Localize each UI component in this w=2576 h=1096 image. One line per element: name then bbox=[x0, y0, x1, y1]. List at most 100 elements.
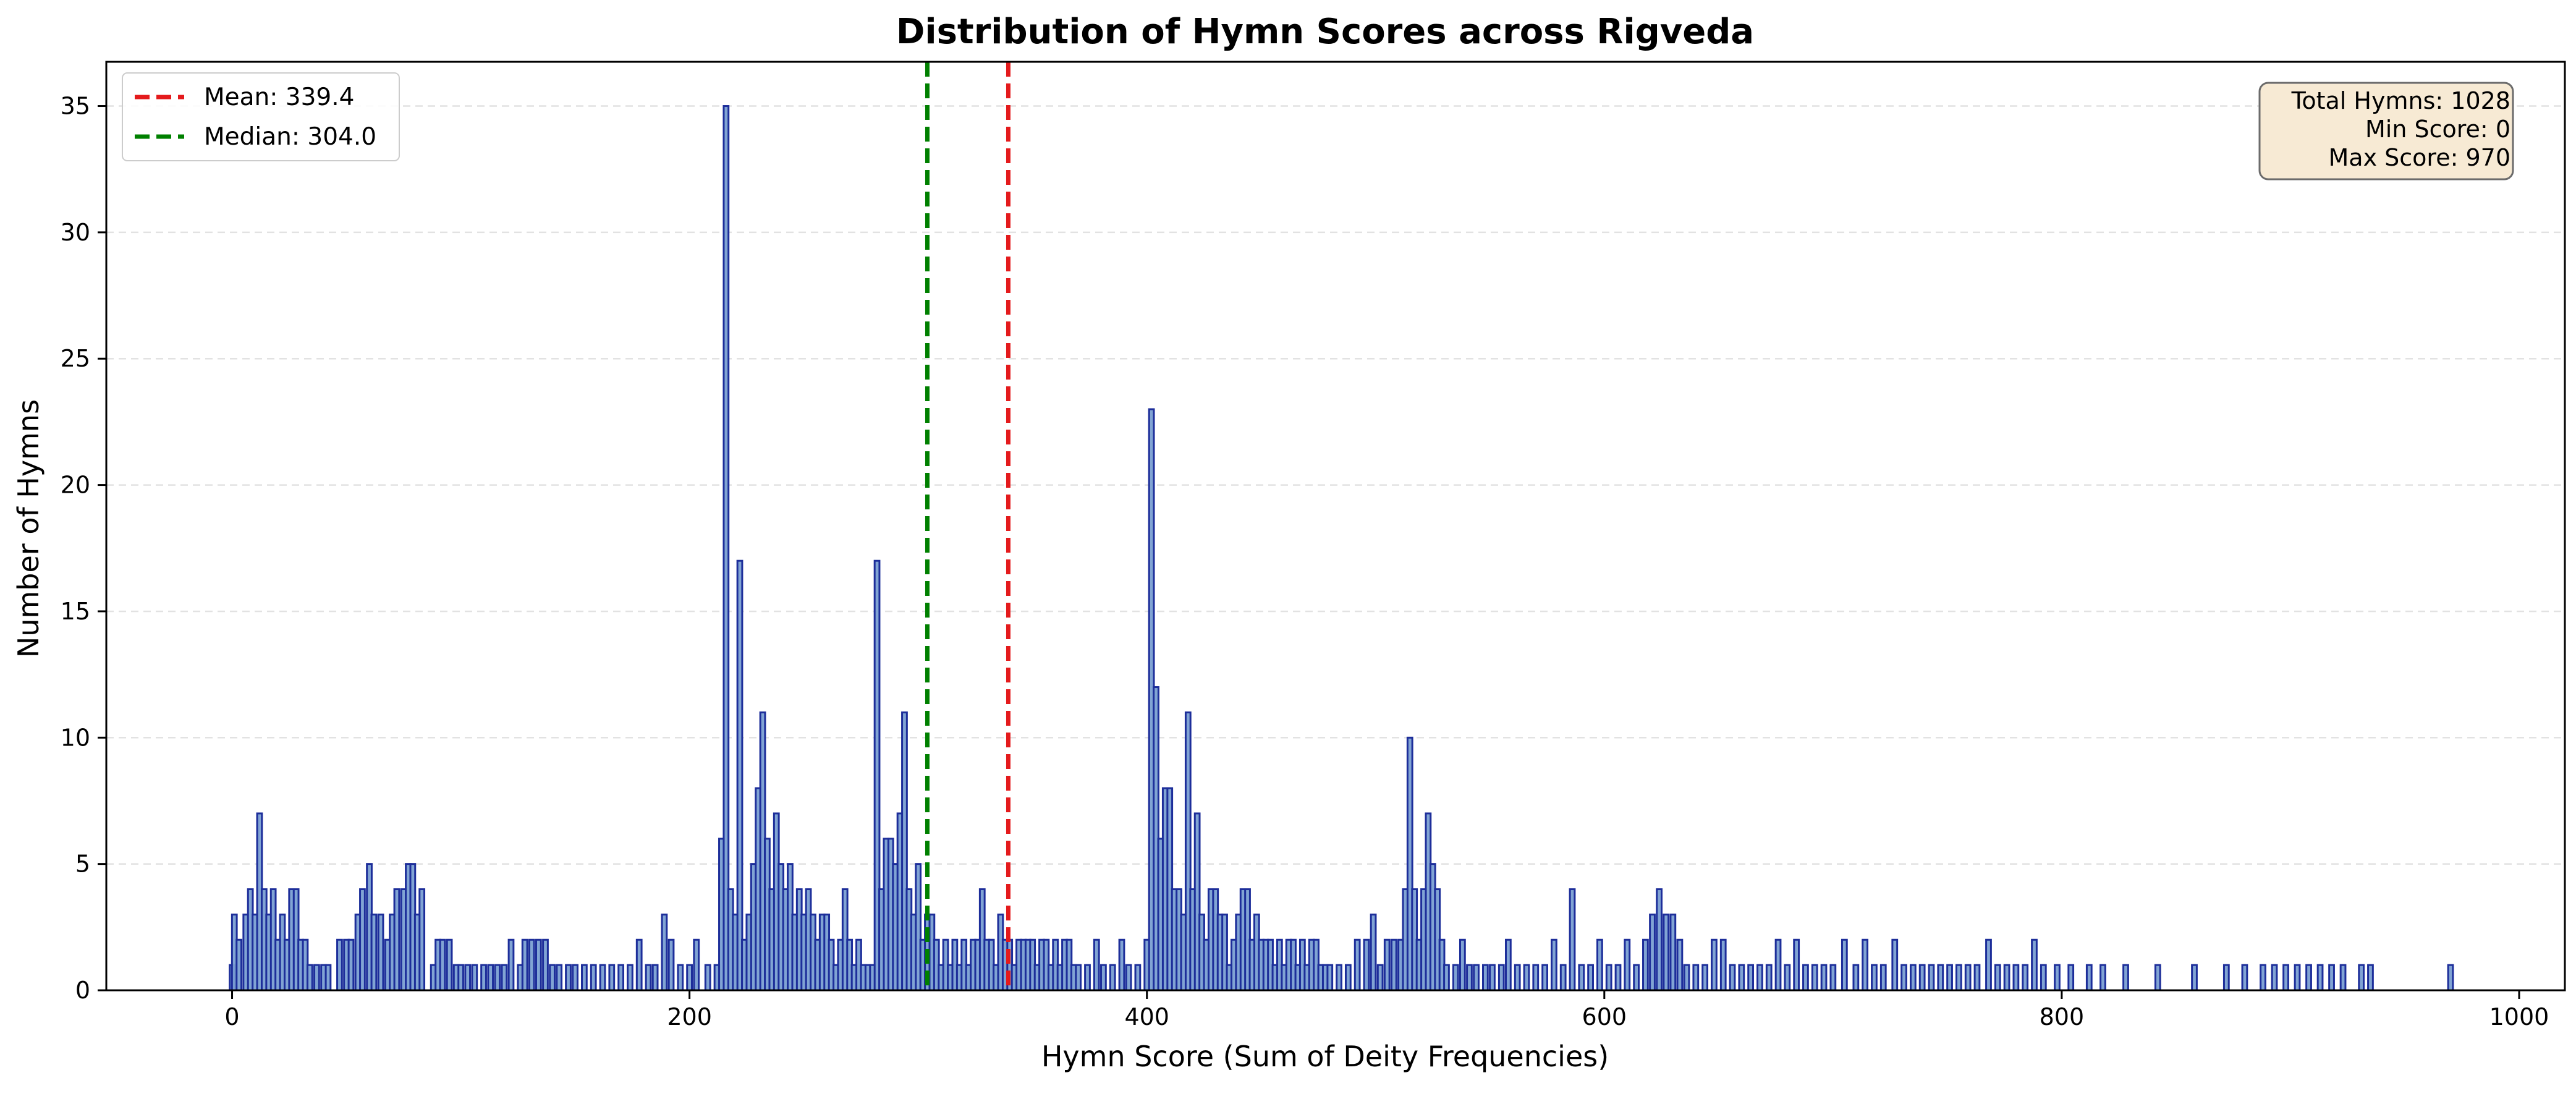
y-tick-label: 15 bbox=[61, 598, 90, 625]
histogram-bar bbox=[1692, 964, 1700, 992]
histogram-bar bbox=[306, 964, 313, 992]
histogram-bar bbox=[457, 964, 464, 992]
histogram-bar bbox=[1994, 964, 2001, 992]
histogram-bar bbox=[1946, 964, 1953, 992]
histogram-bar bbox=[1841, 938, 1848, 992]
histogram-bar bbox=[1466, 964, 1473, 992]
histogram-bar bbox=[581, 964, 588, 992]
x-tick-label: 1000 bbox=[2489, 1003, 2549, 1030]
histogram-bar bbox=[661, 913, 668, 992]
histogram-bar bbox=[1676, 938, 1684, 992]
histogram-bar bbox=[2339, 964, 2347, 992]
histogram-bar bbox=[1473, 964, 1480, 992]
histogram-bar bbox=[1829, 964, 1837, 992]
histogram-bar bbox=[1532, 964, 1540, 992]
histogram-bar bbox=[2003, 964, 2010, 992]
histogram-bar bbox=[736, 559, 744, 992]
histogram-bar bbox=[1862, 938, 1869, 992]
histogram-bar bbox=[439, 938, 446, 992]
histogram-bar bbox=[635, 938, 643, 992]
histogram-bar bbox=[1701, 964, 1709, 992]
histogram-bar bbox=[1909, 964, 1917, 992]
histogram-bar bbox=[2316, 964, 2324, 992]
histogram-bar bbox=[2305, 964, 2312, 992]
histogram-bar bbox=[677, 964, 684, 992]
histogram-bar bbox=[1370, 913, 1377, 992]
histogram-bar bbox=[565, 964, 572, 992]
histogram-bar bbox=[2067, 964, 2075, 992]
histogram-bar bbox=[1489, 964, 1496, 992]
histogram-bar bbox=[1642, 938, 1649, 992]
histogram-bar bbox=[608, 964, 616, 992]
min-score-text: Min Score: 0 bbox=[2365, 116, 2510, 143]
histogram-bar bbox=[2191, 964, 2198, 992]
histogram-bar bbox=[645, 964, 652, 992]
x-tick-label: 0 bbox=[224, 1003, 239, 1030]
histogram-bar bbox=[722, 105, 730, 992]
histogram-bar bbox=[2054, 964, 2061, 992]
y-tick-label: 35 bbox=[61, 93, 90, 120]
histogram-bar bbox=[1551, 938, 1557, 992]
histogram-bar bbox=[1663, 913, 1670, 992]
histogram-bar bbox=[1614, 964, 1622, 992]
histogram-bar bbox=[1900, 964, 1907, 992]
summary-info-box: Total Hymns: 1028 Min Score: 0 Max Score… bbox=[2258, 82, 2514, 181]
histogram-bar bbox=[1109, 964, 1116, 992]
histogram-bar bbox=[507, 938, 515, 992]
histogram-bar bbox=[1729, 964, 1736, 992]
histogram-bar bbox=[627, 964, 633, 992]
histogram-bar bbox=[235, 938, 243, 992]
histogram-bar bbox=[377, 913, 384, 992]
summary-info-background bbox=[2258, 82, 2514, 181]
histogram-bar bbox=[667, 938, 675, 992]
histogram-bar bbox=[1891, 938, 1899, 992]
histogram-bar bbox=[1578, 964, 1585, 992]
x-axis-label: Hymn Score (Sum of Deity Frequencies) bbox=[1041, 1040, 1609, 1073]
histogram-bar bbox=[471, 964, 478, 992]
histogram-bar bbox=[501, 964, 508, 992]
histogram-bar bbox=[1336, 964, 1342, 992]
histogram-bar bbox=[617, 964, 624, 992]
histogram-bar bbox=[1075, 964, 1082, 992]
histogram-bar bbox=[1649, 913, 1656, 992]
histogram-bar bbox=[2154, 964, 2161, 992]
histogram-bar bbox=[336, 938, 343, 992]
legend-median-label: Median: 304.0 bbox=[204, 123, 376, 151]
histogram-bar bbox=[494, 964, 501, 992]
histogram-bar bbox=[542, 938, 549, 992]
histogram-bar bbox=[1738, 964, 1745, 992]
legend-mean-label: Mean: 339.4 bbox=[204, 83, 354, 111]
histogram-bar bbox=[1084, 964, 1091, 992]
histogram-bar bbox=[556, 964, 563, 992]
histogram-bar bbox=[2222, 964, 2230, 992]
histogram-bar bbox=[1879, 964, 1887, 992]
histogram-bar bbox=[1964, 964, 1972, 992]
max-score-text: Max Score: 970 bbox=[2329, 144, 2510, 171]
x-tick-label: 400 bbox=[1124, 1003, 1169, 1030]
histogram-bar bbox=[1344, 964, 1352, 992]
histogram-bar bbox=[651, 964, 659, 992]
histogram-bar bbox=[2022, 964, 2029, 992]
histogram-bar bbox=[1383, 938, 1391, 992]
histogram-bar bbox=[1928, 964, 1935, 992]
histogram-bar bbox=[1452, 964, 1459, 992]
histogram-bar bbox=[393, 888, 400, 992]
histogram-bar bbox=[1523, 964, 1530, 992]
histogram-bar bbox=[2282, 964, 2289, 992]
y-tick-label: 30 bbox=[61, 219, 90, 246]
histogram-bar bbox=[2358, 964, 2365, 992]
histogram-bar bbox=[1765, 964, 1773, 992]
histogram-bar bbox=[1683, 964, 1690, 992]
plot-frame bbox=[105, 61, 2566, 992]
x-tick-label: 600 bbox=[1582, 1003, 1627, 1030]
histogram-bar bbox=[1559, 964, 1567, 992]
histogram-bar bbox=[549, 964, 556, 992]
y-tick-label: 5 bbox=[75, 851, 90, 878]
histogram-bar bbox=[704, 964, 711, 992]
histogram-bar bbox=[693, 938, 700, 992]
histogram-bar bbox=[1118, 938, 1125, 992]
legend-box bbox=[122, 72, 400, 161]
y-tick-label: 10 bbox=[61, 724, 90, 751]
histogram-bar bbox=[1955, 964, 1962, 992]
